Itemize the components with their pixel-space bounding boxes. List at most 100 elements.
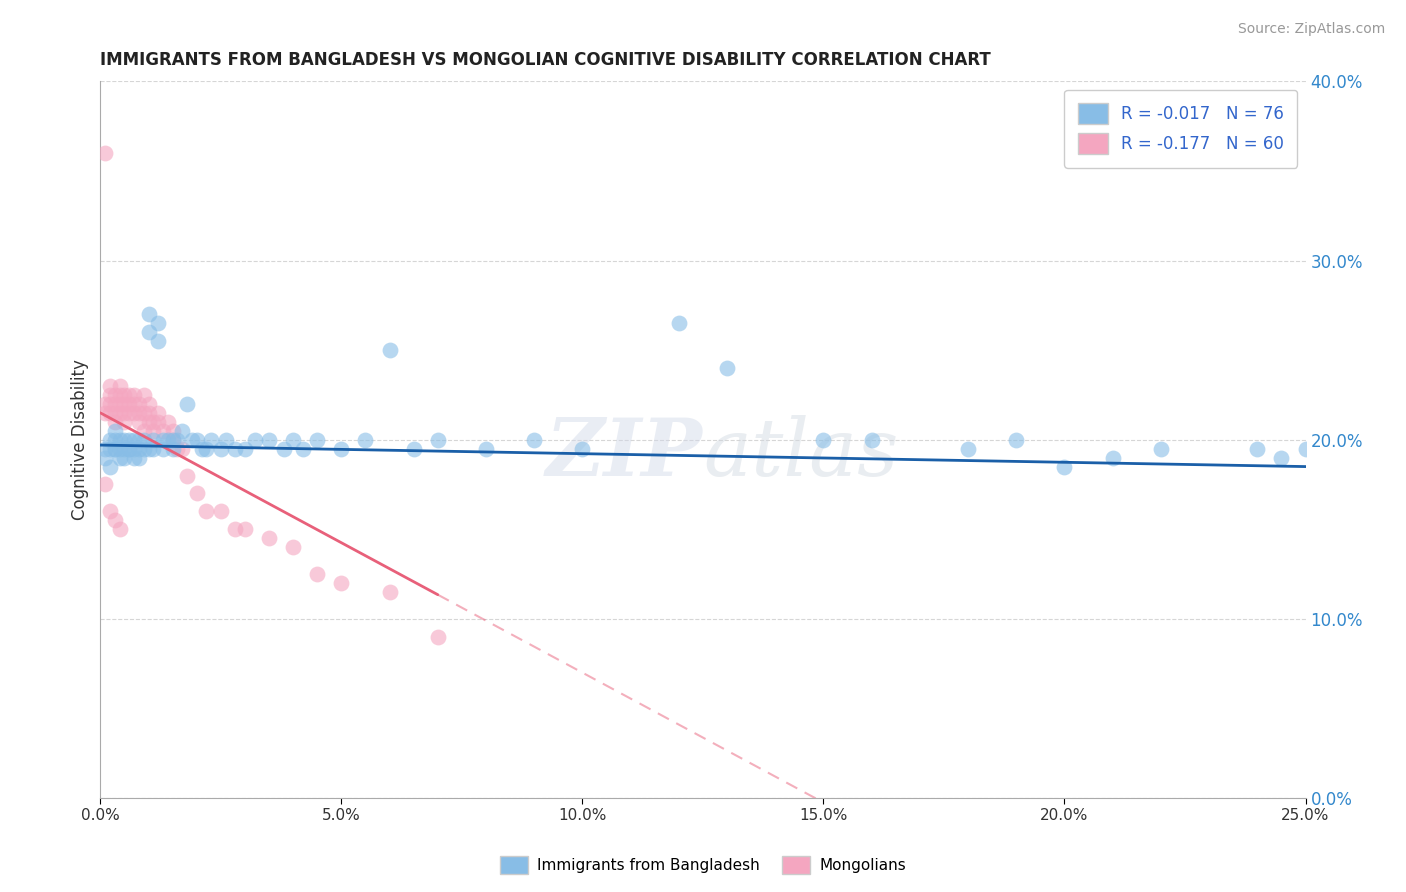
Point (1246, 442, 1268, 456)
Point (716, 361, 738, 376)
Point (114, 388, 136, 402)
Point (108, 522, 131, 536)
Point (94, 397, 117, 411)
Point (94, 450, 117, 465)
Point (108, 450, 131, 465)
Point (138, 415, 160, 429)
Point (138, 442, 160, 456)
Point (813, 433, 835, 447)
Point (104, 442, 127, 456)
Point (98, 388, 121, 402)
Point (118, 406, 141, 420)
Point (122, 433, 145, 447)
Point (176, 397, 198, 411)
Point (108, 433, 131, 447)
Point (215, 433, 238, 447)
Point (118, 388, 141, 402)
Point (132, 406, 155, 420)
Point (426, 630, 449, 644)
Point (118, 397, 141, 411)
Point (98, 379, 121, 393)
Point (1101, 450, 1123, 465)
Point (257, 433, 280, 447)
Point (128, 397, 150, 411)
Point (98, 459, 121, 474)
Point (156, 433, 179, 447)
Point (122, 406, 145, 420)
Point (128, 450, 150, 465)
Point (426, 433, 449, 447)
Point (148, 415, 170, 429)
Point (98, 406, 121, 420)
Point (172, 424, 194, 438)
Point (132, 424, 155, 438)
Point (114, 406, 136, 420)
Point (233, 522, 256, 536)
Point (209, 504, 232, 518)
Point (128, 433, 150, 447)
Point (132, 433, 155, 447)
Point (98, 442, 121, 456)
Point (176, 468, 198, 483)
Point (283, 433, 305, 447)
Legend: Immigrants from Bangladesh, Mongolians: Immigrants from Bangladesh, Mongolians (494, 850, 912, 880)
Point (523, 433, 546, 447)
Point (98, 433, 121, 447)
Point (108, 388, 131, 402)
Point (257, 531, 280, 545)
Point (98, 504, 121, 518)
Point (118, 442, 141, 456)
Point (224, 522, 246, 536)
Point (148, 316, 170, 330)
Point (162, 424, 184, 438)
Point (190, 442, 212, 456)
Point (402, 442, 425, 456)
Point (128, 442, 150, 456)
Point (114, 442, 136, 456)
Point (138, 406, 160, 420)
Point (957, 442, 980, 456)
Point (132, 388, 155, 402)
Text: atlas: atlas (703, 416, 898, 492)
Point (122, 397, 145, 411)
Point (156, 415, 179, 429)
Point (186, 486, 208, 500)
Point (104, 442, 127, 456)
Point (152, 424, 174, 438)
Point (1053, 459, 1076, 474)
Point (172, 442, 194, 456)
Text: Source: ZipAtlas.com: Source: ZipAtlas.com (1237, 22, 1385, 37)
Point (108, 397, 131, 411)
Point (224, 442, 246, 456)
Point (148, 334, 170, 348)
Point (94, 442, 117, 456)
Point (162, 433, 184, 447)
Point (138, 307, 160, 321)
Point (94, 477, 117, 491)
Point (243, 433, 266, 447)
Point (186, 433, 208, 447)
Point (166, 442, 188, 456)
Point (1150, 442, 1173, 456)
Point (104, 388, 127, 402)
Point (94, 406, 117, 420)
Point (475, 442, 498, 456)
Point (138, 325, 160, 339)
Point (122, 450, 145, 465)
Point (108, 406, 131, 420)
Point (114, 397, 136, 411)
Point (114, 450, 136, 465)
Point (181, 433, 204, 447)
Point (104, 397, 127, 411)
Point (138, 397, 160, 411)
Point (166, 433, 188, 447)
Point (108, 442, 131, 456)
Point (1295, 442, 1317, 456)
Point (104, 424, 127, 438)
Point (283, 540, 305, 554)
Point (200, 433, 222, 447)
Point (108, 379, 131, 393)
Point (209, 442, 232, 456)
Point (104, 513, 127, 527)
Y-axis label: Cognitive Disability: Cognitive Disability (72, 359, 89, 520)
